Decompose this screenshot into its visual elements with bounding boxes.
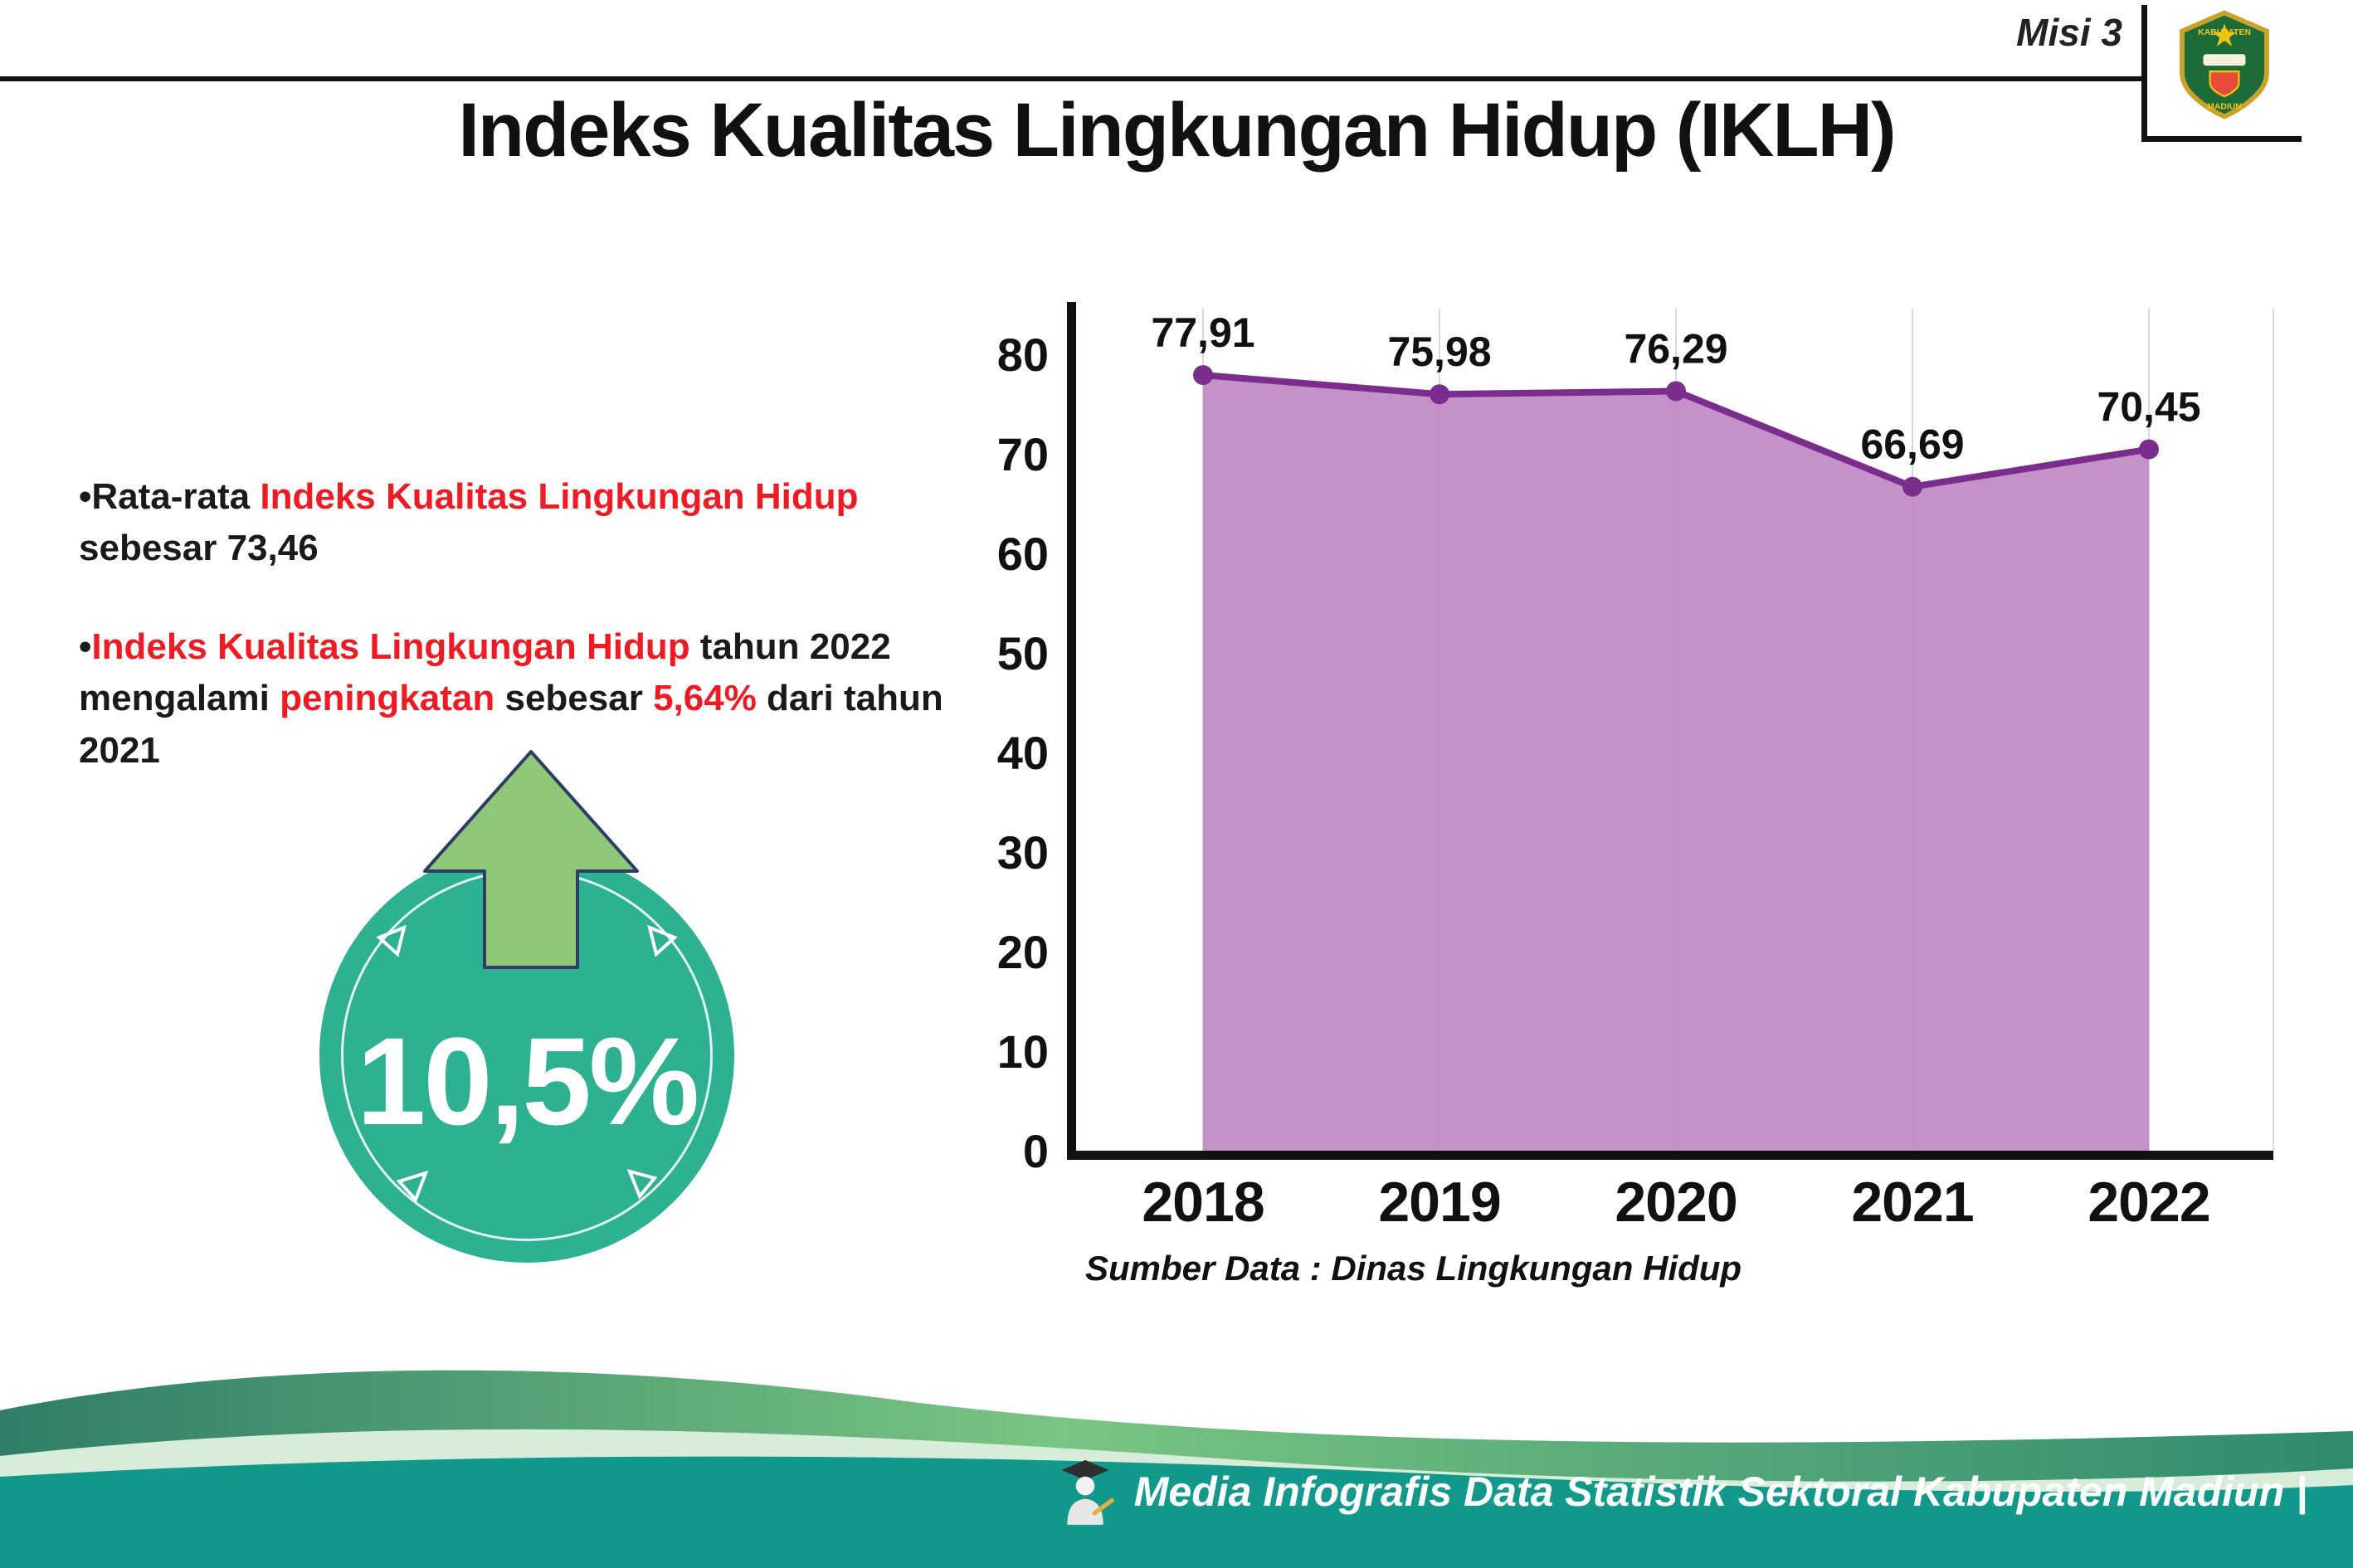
svg-text:2020: 2020 bbox=[1615, 1171, 1737, 1234]
bullet-text-part: Indeks Kualitas Lingkungan Hidup bbox=[91, 626, 690, 667]
bullet-text-part: Rata-rata bbox=[91, 476, 261, 517]
svg-text:66,69: 66,69 bbox=[1860, 421, 1964, 468]
page-title: Indeks Kualitas Lingkungan Hidup (IKLH) bbox=[458, 88, 1896, 173]
footer-bar: Media Infografis Data Statistik Sektoral… bbox=[1053, 1455, 2307, 1528]
svg-text:0: 0 bbox=[1023, 1125, 1049, 1177]
bullet-text-part: sebesar bbox=[494, 678, 654, 719]
bullet-list: •Rata-rata Indeks Kualitas Lingkungan Hi… bbox=[79, 471, 971, 823]
svg-text:60: 60 bbox=[997, 528, 1049, 580]
bullet-text-part: peningkatan bbox=[280, 678, 495, 719]
bullet-text-part: sebesar 73,46 bbox=[79, 528, 319, 569]
increase-arrow-icon bbox=[423, 750, 639, 969]
badge-value: 10,5% bbox=[356, 1011, 699, 1151]
svg-text:70: 70 bbox=[997, 428, 1049, 480]
footer-text: Media Infografis Data Statistik Sektoral… bbox=[1133, 1468, 2307, 1515]
bullet-item: •Indeks Kualitas Lingkungan Hidup tahun … bbox=[79, 621, 971, 777]
bullet-marker: • bbox=[79, 626, 92, 667]
mascot-icon bbox=[1061, 1459, 1114, 1525]
source-note: Sumber Data : Dinas Lingkungan Hidup bbox=[1085, 1249, 1742, 1288]
bullet-text-part: 5,64% bbox=[653, 678, 757, 719]
chart-container: 77,91 75,98 76,29 66,69 70,45 0 10 20 30 40 50 60 70… bbox=[979, 292, 2307, 1271]
bullet-text-part: dari tahun 2021 bbox=[79, 678, 943, 771]
badge-triangle-decorations bbox=[376, 924, 678, 1203]
bullet-marker: • bbox=[79, 476, 92, 517]
bullet-text-part: Indeks Kualitas Lingkungan Hidup bbox=[260, 476, 859, 517]
svg-text:KABUPATEN: KABUPATEN bbox=[2198, 28, 2251, 37]
logo-shield-icon: KABUPATEN MADIUN bbox=[2180, 10, 2269, 119]
svg-text:50: 50 bbox=[997, 627, 1049, 679]
svg-text:77,91: 77,91 bbox=[1151, 309, 1254, 356]
svg-text:2021: 2021 bbox=[1851, 1171, 1973, 1234]
svg-text:20: 20 bbox=[997, 926, 1049, 978]
kabupaten-madiun-logo: KABUPATEN MADIUN bbox=[2141, 5, 2302, 142]
svg-text:40: 40 bbox=[997, 727, 1049, 779]
svg-text:70,45: 70,45 bbox=[2097, 384, 2200, 431]
svg-text:10: 10 bbox=[997, 1025, 1049, 1078]
iklh-chart: 77,91 75,98 76,29 66,69 70,45 0 10 20 30 40 50 60 70… bbox=[997, 302, 2274, 1234]
footer-wave bbox=[0, 1370, 2353, 1568]
svg-text:2022: 2022 bbox=[2087, 1171, 2209, 1234]
svg-text:80: 80 bbox=[997, 329, 1049, 381]
svg-text:76,29: 76,29 bbox=[1624, 326, 1727, 373]
misi-label: Misi 3 bbox=[2016, 11, 2122, 54]
bullet-text-part: tahun 2022 mengalami bbox=[79, 626, 891, 719]
svg-text:2018: 2018 bbox=[1142, 1171, 1264, 1234]
header-rule bbox=[0, 76, 2167, 81]
svg-text:75,98: 75,98 bbox=[1387, 329, 1491, 375]
svg-text:2019: 2019 bbox=[1378, 1171, 1500, 1234]
svg-text:MADIUN: MADIUN bbox=[2207, 102, 2242, 111]
svg-text:30: 30 bbox=[997, 826, 1049, 879]
bullet-item: •Rata-rata Indeks Kualitas Lingkungan Hi… bbox=[79, 471, 971, 575]
